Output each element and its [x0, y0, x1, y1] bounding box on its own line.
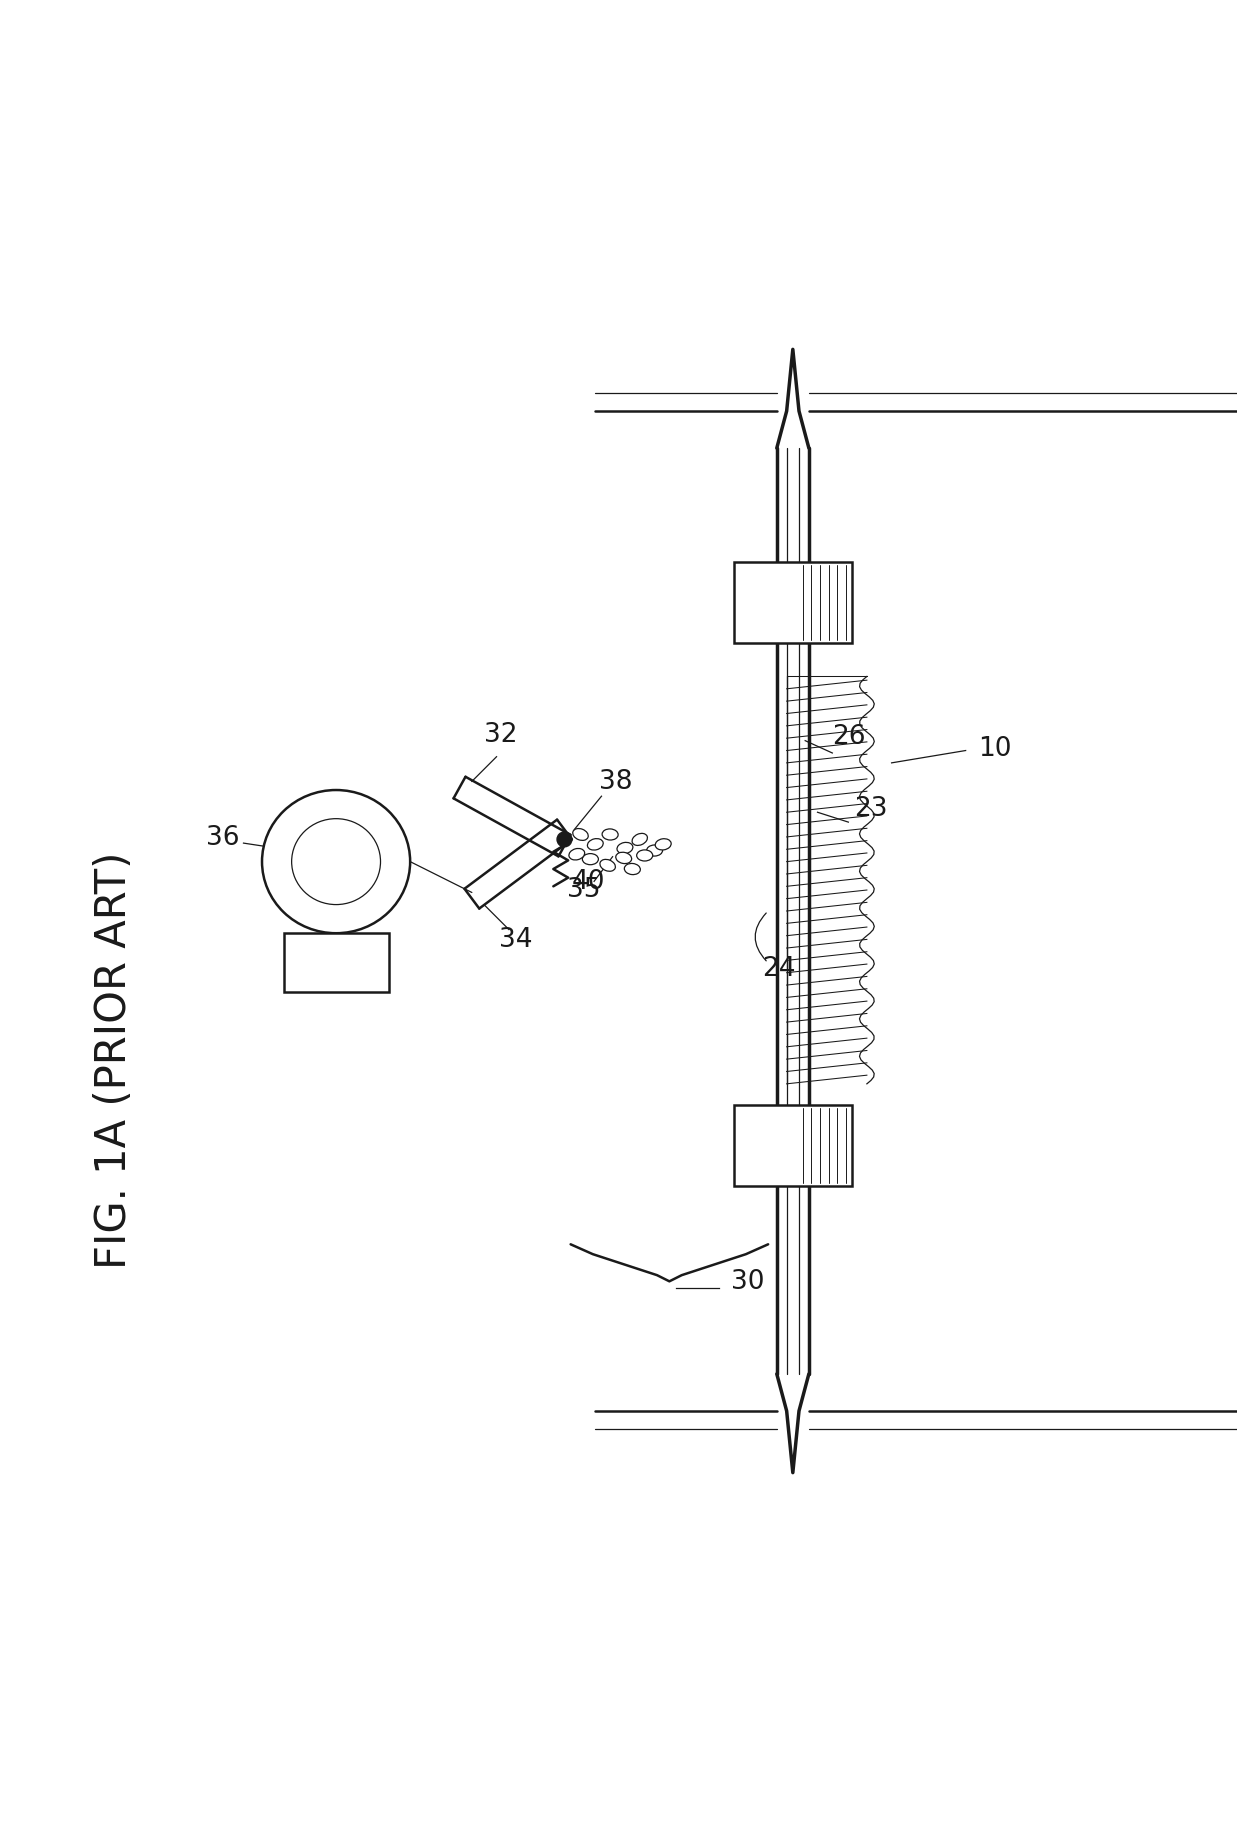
Bar [734, 563, 852, 644]
Ellipse shape [625, 864, 640, 875]
Ellipse shape [636, 850, 652, 862]
Ellipse shape [618, 842, 632, 855]
Ellipse shape [262, 791, 410, 933]
Text: 32: 32 [484, 722, 518, 747]
Bar [284, 933, 388, 994]
Text: 40: 40 [572, 868, 605, 893]
Ellipse shape [603, 829, 619, 840]
Text: 26: 26 [832, 724, 866, 749]
Ellipse shape [600, 860, 615, 871]
Circle shape [557, 833, 572, 848]
Ellipse shape [655, 839, 671, 851]
Text: FIG. 1A (PRIOR ART): FIG. 1A (PRIOR ART) [93, 851, 135, 1269]
Text: 38: 38 [599, 767, 632, 795]
Text: 36: 36 [207, 824, 241, 851]
Ellipse shape [583, 855, 599, 866]
Ellipse shape [632, 833, 647, 846]
Text: 34: 34 [498, 926, 532, 952]
Ellipse shape [569, 850, 585, 860]
Text: 35: 35 [567, 877, 600, 902]
Ellipse shape [616, 853, 631, 864]
Text: 24: 24 [761, 955, 796, 981]
Text: 30: 30 [732, 1267, 765, 1294]
Text: 10: 10 [978, 736, 1012, 762]
Ellipse shape [573, 829, 588, 840]
Ellipse shape [646, 846, 662, 857]
Bar [734, 1107, 852, 1187]
Ellipse shape [588, 839, 603, 851]
Text: 23: 23 [854, 795, 888, 822]
